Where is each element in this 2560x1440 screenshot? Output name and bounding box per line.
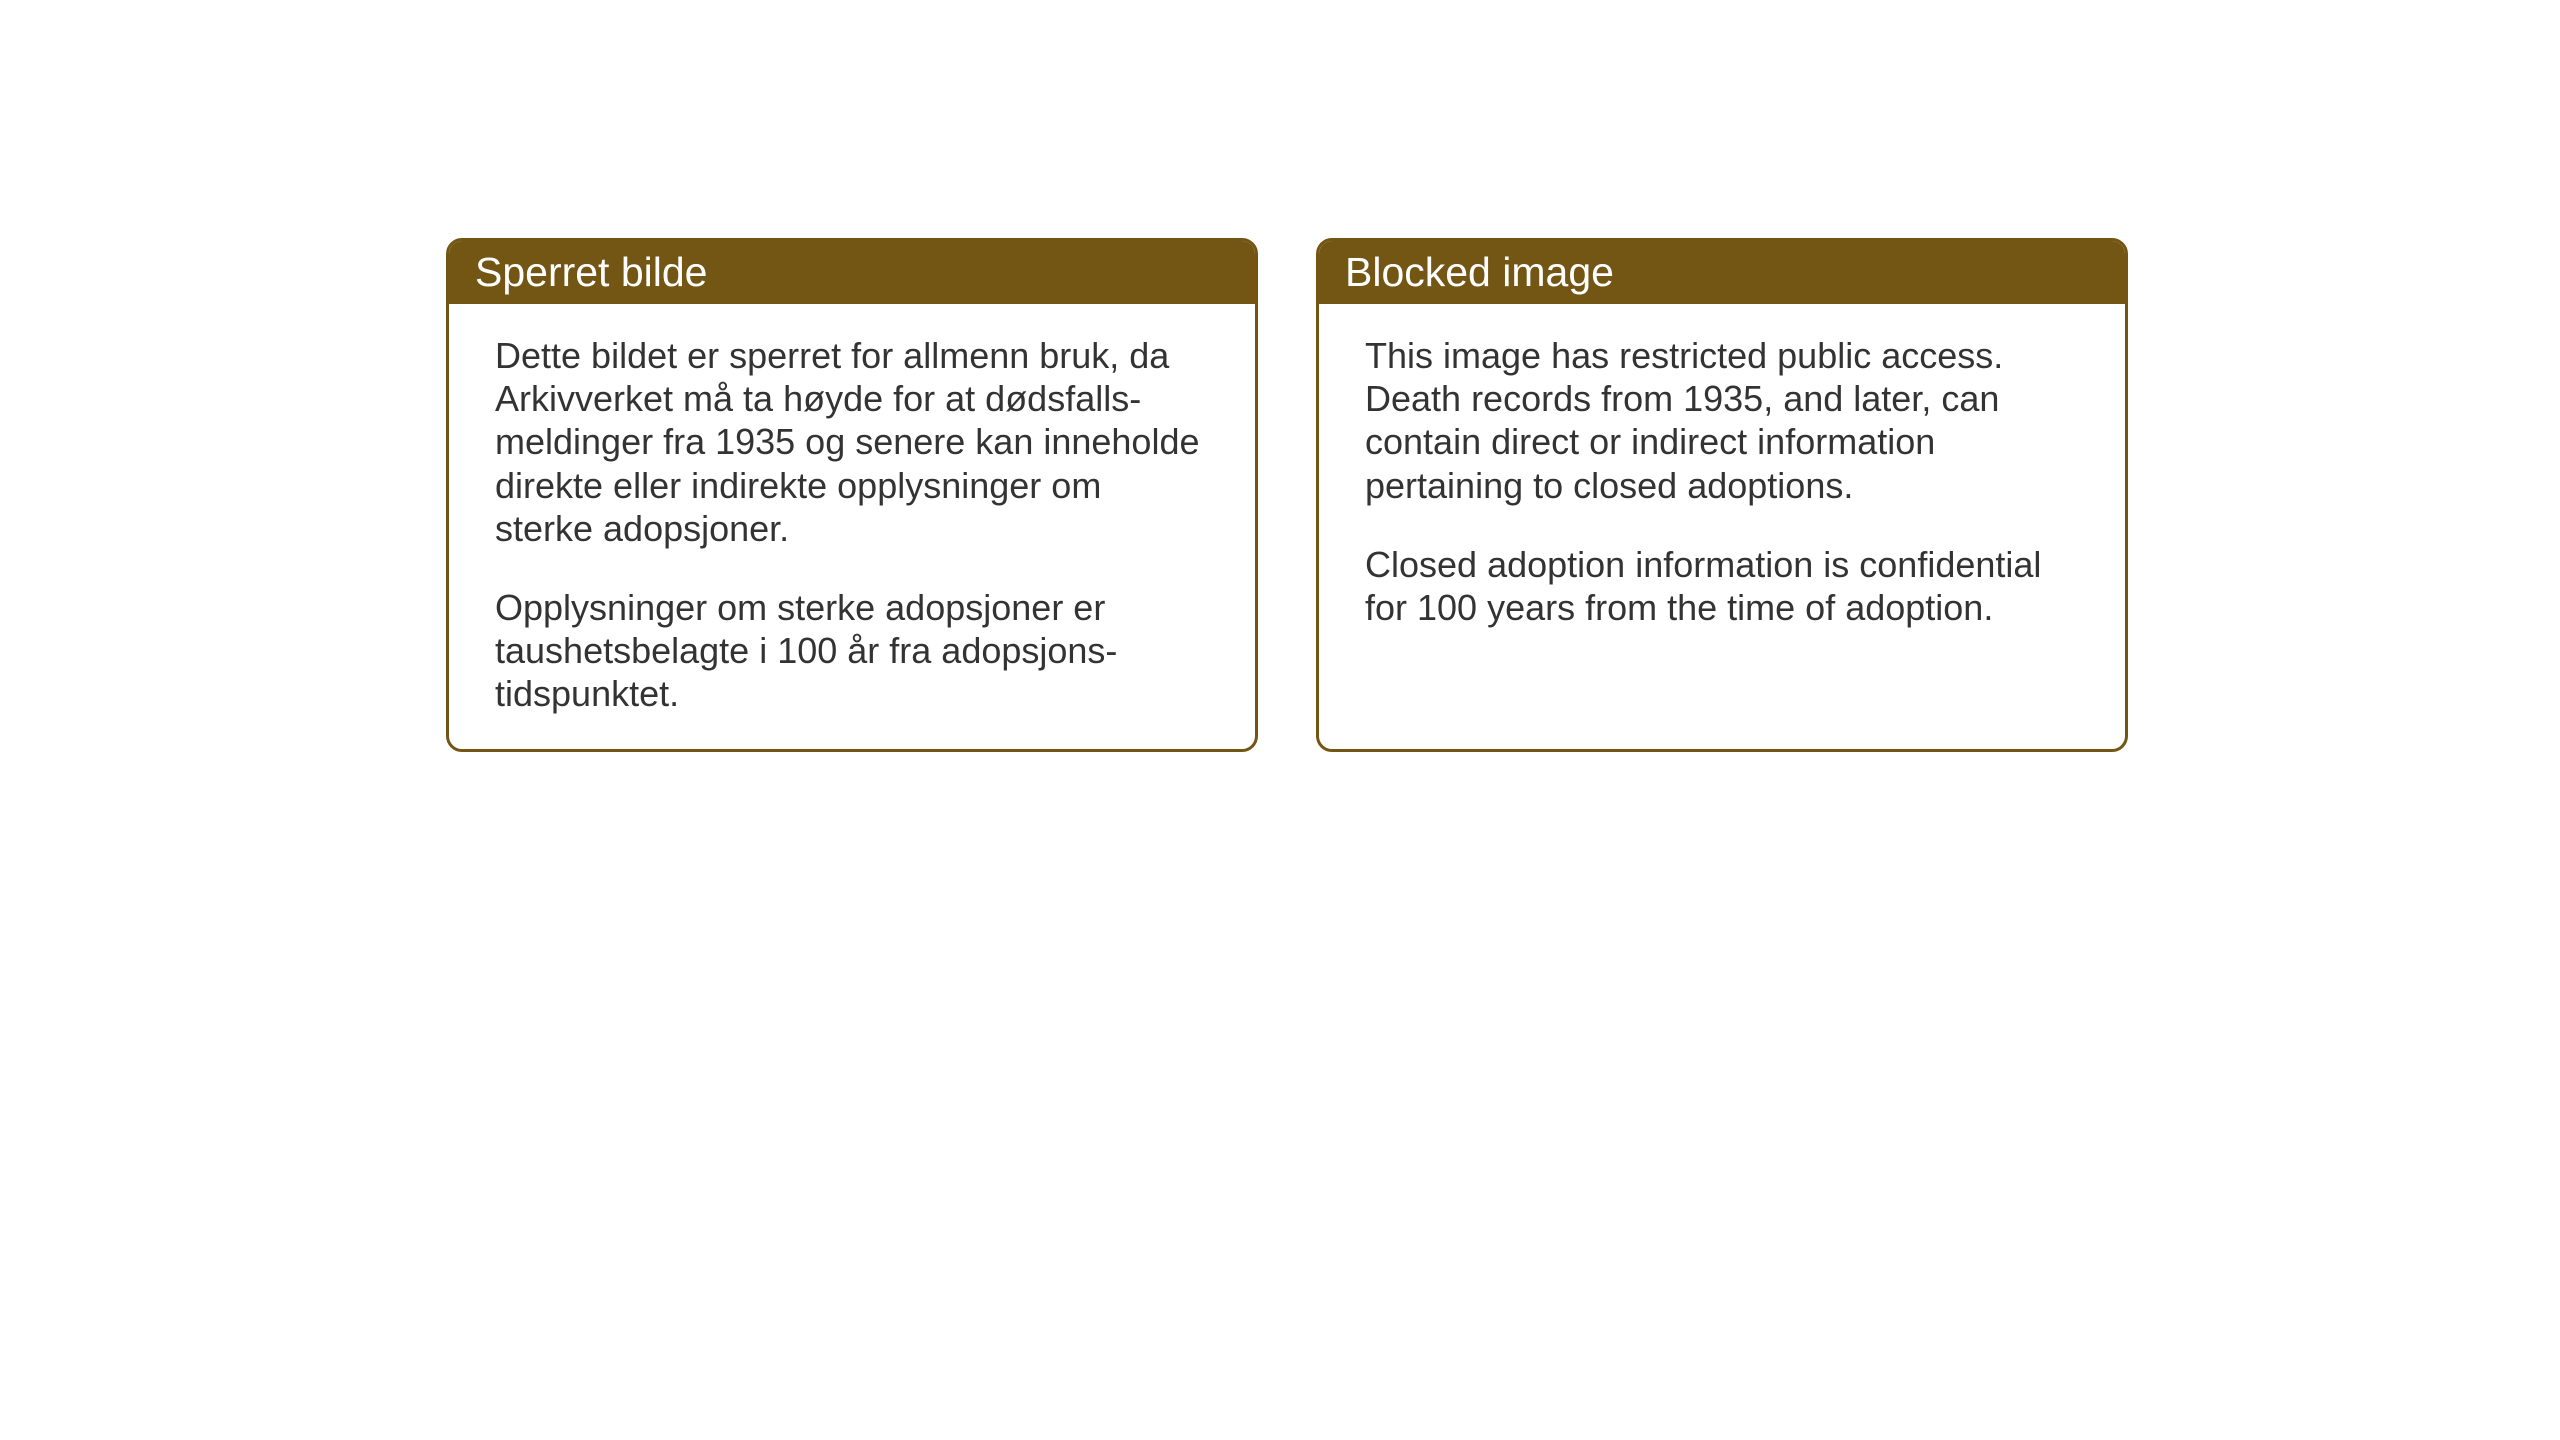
english-card-title: Blocked image [1319,241,2125,304]
norwegian-notice-card: Sperret bilde Dette bildet er sperret fo… [446,238,1258,752]
notice-container: Sperret bilde Dette bildet er sperret fo… [446,238,2128,752]
english-paragraph-2: Closed adoption information is confident… [1365,543,2079,629]
english-notice-card: Blocked image This image has restricted … [1316,238,2128,752]
norwegian-card-title: Sperret bilde [449,241,1255,304]
norwegian-paragraph-1: Dette bildet er sperret for allmenn bruk… [495,334,1209,550]
norwegian-card-body: Dette bildet er sperret for allmenn bruk… [449,304,1255,746]
english-paragraph-1: This image has restricted public access.… [1365,334,2079,507]
norwegian-paragraph-2: Opplysninger om sterke adopsjoner er tau… [495,586,1209,716]
english-card-body: This image has restricted public access.… [1319,304,2125,659]
